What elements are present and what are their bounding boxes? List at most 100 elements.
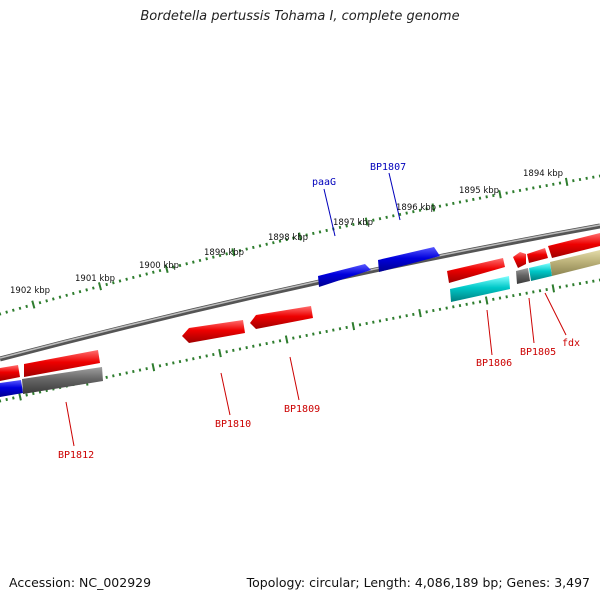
leader-paaG: [323, 188, 336, 237]
lower-minor-tick: [345, 325, 348, 329]
lower-minor-tick: [398, 315, 402, 319]
leader-BP1809: [289, 356, 300, 401]
lower-minor-tick: [312, 332, 315, 336]
scale-label: 1898 kbp: [268, 233, 308, 243]
scale-minor-tick: [458, 200, 462, 204]
gene-BP1807[interactable]: [378, 247, 440, 272]
lower-tick-track: [0, 278, 600, 403]
label-fdx[interactable]: fdx: [562, 338, 580, 349]
label-leader-lines: [65, 172, 567, 447]
gene-forward-red-3[interactable]: [548, 233, 600, 258]
lower-minor-tick: [518, 292, 522, 296]
scale-minor-tick: [285, 237, 288, 242]
scale-minor-tick: [445, 203, 448, 207]
scale-minor-tick: [472, 197, 475, 202]
leader-BP1807: [388, 172, 401, 221]
scale-minor-tick: [352, 222, 355, 227]
scale-minor-tick: [325, 228, 328, 233]
scale-minor-tick: [425, 207, 428, 211]
scale-minor-tick: [452, 201, 455, 206]
gene-BP1812[interactable]: [22, 367, 103, 394]
lower-minor-tick: [125, 371, 128, 375]
gene-reverse-blue-edge[interactable]: [0, 380, 23, 397]
gene-reverse-khaki[interactable]: [550, 250, 600, 276]
scale-minor-tick: [112, 281, 115, 285]
scale-label: 1895 kbp: [459, 186, 499, 196]
gene-BP1806[interactable]: [447, 258, 505, 283]
lower-minor-tick: [432, 309, 435, 313]
scale-label: 1900 kbp: [139, 261, 179, 271]
lower-major-tick: [484, 296, 489, 305]
gene-BP1809[interactable]: [250, 306, 313, 329]
scale-major-tick: [31, 300, 36, 309]
gene-BP1810[interactable]: [182, 320, 245, 343]
scale-major-tick: [98, 282, 102, 291]
scale-minor-tick: [245, 247, 248, 251]
label-BP1806[interactable]: BP1806: [476, 358, 512, 369]
scale-minor-tick: [238, 249, 242, 253]
gene-forward-red-edge[interactable]: [0, 365, 20, 381]
leader-BP1805: [528, 297, 535, 344]
label-BP1809[interactable]: BP1809: [284, 404, 320, 415]
lower-major-tick: [218, 349, 222, 358]
scale-minor-tick: [532, 186, 535, 190]
scale-minor-tick: [258, 244, 262, 248]
leader-BP1806: [486, 309, 493, 356]
scale-minor-tick: [512, 190, 515, 194]
lower-minor-tick: [412, 312, 415, 316]
lower-minor-tick: [238, 347, 242, 351]
lower-minor-tick: [405, 314, 408, 318]
scale-minor-tick: [538, 185, 542, 189]
lower-minor-tick: [385, 318, 388, 322]
lower-minor-tick: [338, 327, 342, 331]
label-BP1805[interactable]: BP1805: [520, 347, 556, 358]
lower-minor-tick: [512, 294, 515, 298]
lower-minor-tick: [438, 307, 442, 311]
lower-minor-tick: [252, 344, 255, 348]
scale-major-tick: [431, 203, 436, 212]
scale-minor-tick: [505, 191, 508, 195]
lower-minor-tick: [145, 367, 148, 371]
scale-minor-tick: [385, 215, 388, 219]
lower-minor-tick: [478, 300, 482, 304]
gene-BP1806-cyan[interactable]: [450, 276, 510, 302]
scale-minor-tick: [138, 274, 142, 278]
gene-forward-red-left[interactable]: [24, 350, 100, 377]
lower-minor-tick: [472, 301, 475, 305]
scale-minor-tick: [372, 218, 375, 222]
forward-strand-genes: [0, 233, 600, 381]
gene-fdx-small[interactable]: [513, 252, 526, 268]
scale-minor-tick: [18, 306, 22, 310]
lower-minor-tick: [25, 393, 28, 397]
label-paaG[interactable]: paaG: [312, 177, 336, 188]
lower-minor-tick: [232, 348, 235, 352]
lower-minor-tick: [445, 306, 448, 310]
scale-minor-tick: [118, 279, 122, 283]
gene-forward-red-2[interactable]: [527, 248, 548, 263]
lower-minor-tick: [492, 297, 495, 301]
scale-minor-tick: [132, 275, 135, 280]
gene-BP1805-gray[interactable]: [516, 268, 530, 284]
lower-minor-tick: [332, 328, 335, 332]
gene-paaG[interactable]: [318, 264, 371, 287]
scale-minor-tick: [71, 291, 75, 296]
scale-minor-tick: [478, 196, 482, 200]
scale-minor-tick: [145, 272, 148, 276]
lower-minor-tick: [212, 352, 215, 357]
label-BP1812[interactable]: BP1812: [58, 450, 94, 461]
leader-fdx: [544, 292, 567, 336]
lower-minor-tick: [452, 305, 455, 309]
scale-minor-tick: [545, 183, 548, 188]
label-BP1807[interactable]: BP1807: [370, 162, 406, 173]
lower-minor-tick: [558, 285, 562, 289]
gene-BP1805[interactable]: [529, 263, 552, 281]
genome-summary-text: Topology: circular; Length: 4,086,189 bp…: [246, 575, 590, 590]
lower-major-tick: [551, 284, 556, 293]
label-BP1810[interactable]: BP1810: [215, 419, 251, 430]
lower-minor-tick: [198, 355, 202, 359]
lower-minor-tick: [365, 321, 368, 326]
scale-minor-tick: [345, 224, 348, 228]
scale-minor-tick: [11, 308, 15, 312]
accession-text: Accession: NC_002929: [9, 575, 152, 590]
lower-minor-tick: [505, 295, 508, 299]
